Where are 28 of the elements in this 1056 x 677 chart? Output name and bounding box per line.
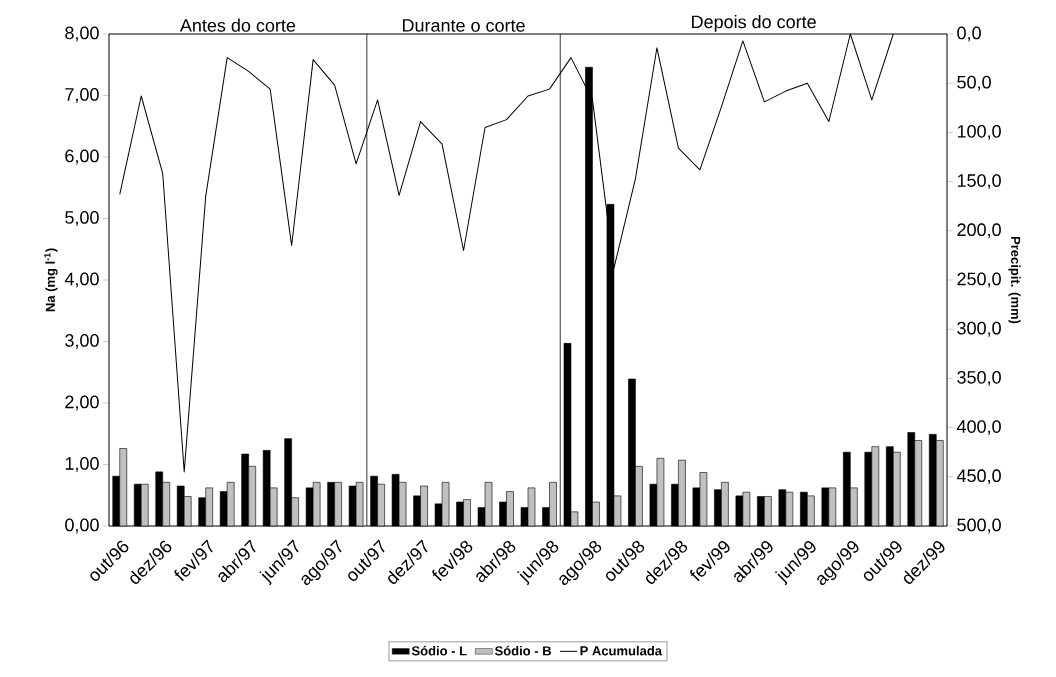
y-axis-title: Na (mg l$^{-1}$)	[44, 248, 58, 312]
y2-tick-label: 500,0	[957, 518, 1001, 534]
y-tick-label: 1,00	[65, 457, 99, 472]
y2-tick-label: 350,0	[957, 370, 1001, 386]
legend-label: Sódio - L	[411, 645, 467, 656]
y2-tick-label: 450,0	[956, 469, 1001, 485]
text: Durante o corte	[402, 19, 525, 32]
y-tick-label: 6,00	[65, 149, 99, 165]
y-tick-label: 5,00	[65, 211, 99, 226]
legend-label: Sódio - B	[494, 645, 551, 656]
y2-tick-label: 300,0	[957, 321, 1001, 337]
text: Depois do corte	[692, 15, 816, 32]
y-tick-label: 7,00	[65, 88, 99, 103]
y2-tick-label: 400,0	[956, 420, 1001, 436]
y-tick-label: 2,00	[65, 395, 99, 411]
y-tick-label: 3,00	[65, 334, 99, 349]
y2-tick-label: 250,0	[957, 272, 1001, 288]
y2-tick-label: 0,0	[957, 26, 981, 42]
y-tick-label: 0,00	[65, 518, 99, 534]
y2-axis-title: Precipit. (mm)	[1008, 236, 1021, 324]
y2-tick-label: 150,0	[957, 174, 1001, 190]
y2-tick-label: 50,0	[957, 75, 991, 91]
y2-tick-label: 100,0	[957, 124, 1001, 140]
legend-label: P Acumulada	[580, 645, 663, 656]
y2-tick-label: 200,0	[957, 223, 1001, 239]
text: Antes do corte	[179, 18, 296, 32]
y-tick-label: 8,00	[65, 26, 99, 42]
y-tick-label: 4,00	[64, 272, 99, 288]
